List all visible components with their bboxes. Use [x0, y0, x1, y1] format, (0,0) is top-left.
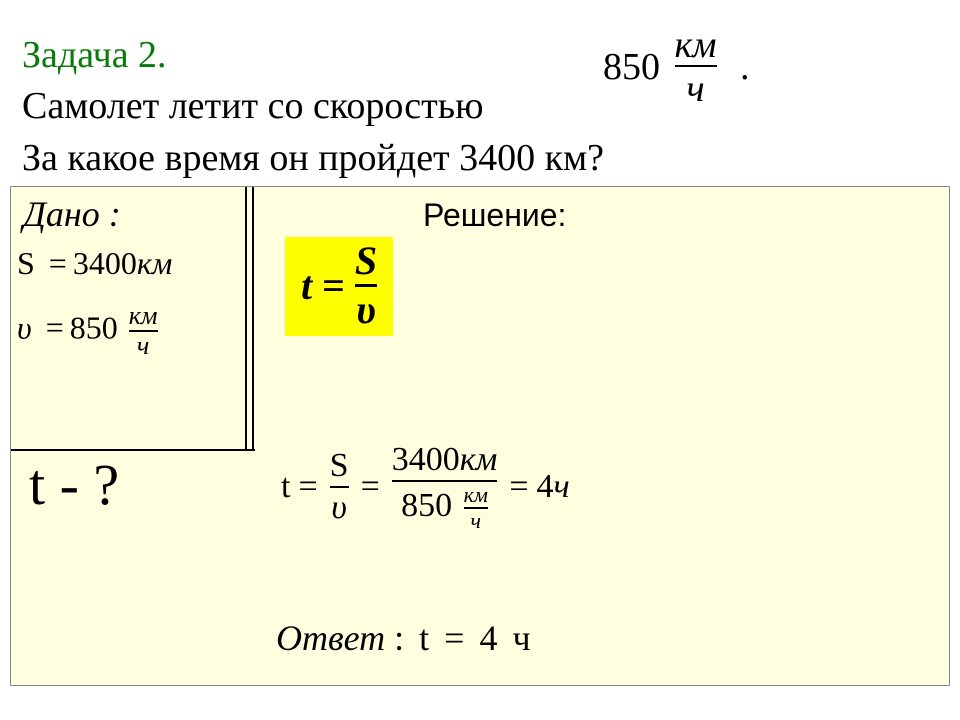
calc-frac-sv: S υ: [330, 448, 349, 525]
calc-f2-top-unit: км: [460, 441, 498, 478]
calc-f2-bot-val: 850: [401, 486, 452, 523]
answer-unit: ч: [512, 618, 530, 658]
given-distance: S =3400км: [17, 245, 172, 282]
formula-highlight: t = S υ: [285, 237, 393, 336]
unit-hour: ч: [675, 67, 717, 111]
formula-top: S: [355, 241, 377, 281]
formula-fraction: S υ: [355, 241, 377, 330]
calc-f2-bot-unit-bot: ч: [471, 510, 482, 532]
answer-line: Ответ : t = 4 ч: [276, 617, 531, 659]
given-label: Дано :: [23, 193, 121, 235]
calc-frac-numbers: 3400км 850 км ч: [392, 442, 498, 532]
calculation-line: t = S υ = 3400км 850 км ч: [281, 442, 570, 532]
answer-var: t: [419, 618, 429, 658]
speed-value-fragment: 850 км ч .: [603, 23, 750, 111]
formula-t: t: [301, 262, 312, 309]
unit-km: км: [675, 23, 717, 67]
calc-f1-bot: υ: [331, 490, 347, 526]
problem-line2: За какое время он пройдет 3400 км?: [22, 137, 604, 179]
calc-f2-bot: 850 км ч: [401, 484, 488, 532]
val-v: 850: [70, 309, 118, 345]
var-s: S: [17, 245, 35, 281]
calc-f2-top-val: 3400: [392, 441, 460, 478]
unit-s: км: [137, 245, 172, 281]
solution-label: Решение:: [423, 197, 566, 234]
speed-number: 850: [603, 45, 660, 89]
calc-eq1: =: [298, 468, 317, 506]
period: .: [740, 46, 750, 88]
solution-panel: Дано : S =3400км υ =850 км ч t - ? Решен…: [10, 186, 950, 686]
given-region: Дано : S =3400км υ =850 км ч: [17, 187, 255, 453]
vertical-divider-2: [252, 187, 254, 449]
problem-title: Задача 2.: [22, 34, 167, 76]
formula-t-equals-s-over-v: t = S υ: [301, 241, 377, 330]
calc-f2-top: 3400км: [392, 442, 498, 478]
calc-result-unit: ч: [554, 468, 570, 506]
eq-sign-v: =: [46, 309, 64, 345]
find-variable: t - ?: [29, 451, 119, 518]
calc-f1-top: S: [330, 448, 349, 484]
var-v: υ: [17, 309, 32, 345]
fraction-bar: [330, 486, 349, 488]
unit-h-given: ч: [137, 333, 149, 359]
answer-eq: =: [444, 618, 464, 658]
unit-km-given: км: [129, 303, 158, 329]
given-speed: υ =850 км ч: [17, 303, 158, 359]
val-s: 3400: [73, 245, 137, 281]
answer-label: Ответ: [276, 618, 385, 658]
calc-result: 4: [537, 468, 554, 506]
vertical-divider-1: [245, 187, 247, 449]
calc-eq2: =: [361, 468, 380, 506]
slide-container: Задача 2. Самолет летит со скоростью За …: [0, 0, 960, 720]
answer-val: 4: [479, 618, 497, 658]
answer-colon: :: [394, 618, 404, 658]
speed-unit-fraction-given: км ч: [129, 303, 158, 359]
calc-f2-bot-unit-frac: км ч: [464, 484, 488, 532]
calc-f2-bot-unit-top: км: [464, 484, 488, 506]
problem-statement: Задача 2. Самолет летит со скоростью За …: [22, 30, 604, 184]
formula-bot: υ: [356, 290, 376, 330]
calc-t: t: [281, 468, 290, 506]
eq-sign: =: [49, 245, 67, 281]
problem-line1: Самолет летит со скоростью: [22, 85, 483, 127]
formula-eq: =: [322, 262, 345, 309]
speed-unit-fraction: км ч: [675, 23, 717, 111]
calc-eq3: =: [509, 468, 528, 506]
